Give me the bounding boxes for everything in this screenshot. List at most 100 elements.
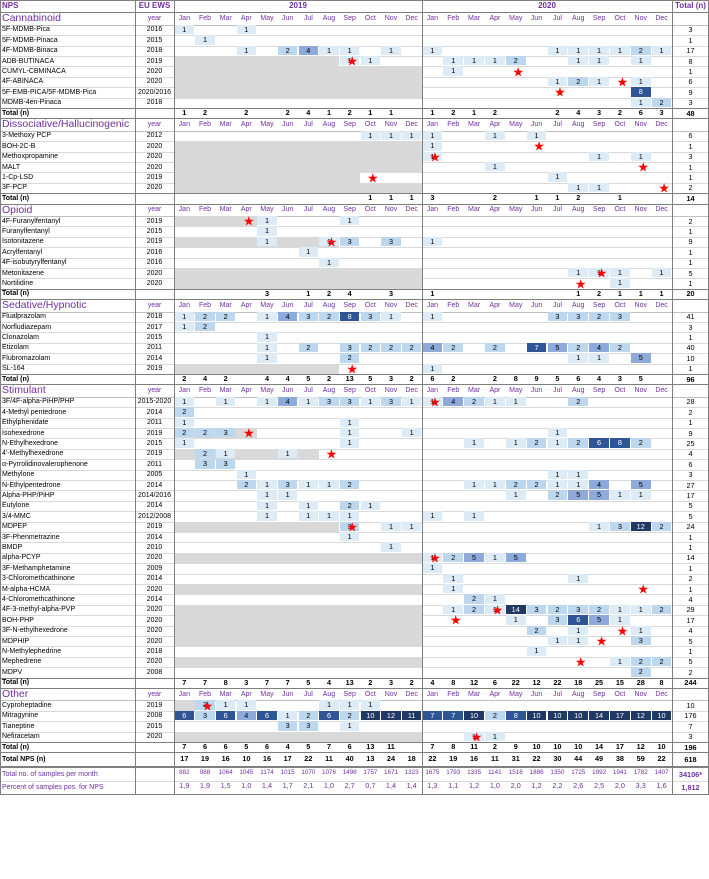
- month-value: 6: [319, 710, 339, 721]
- month-value: [216, 353, 236, 362]
- month-value: [527, 470, 547, 479]
- month-header: Nov: [384, 301, 398, 309]
- divider: [0, 97, 709, 99]
- month-value: [423, 459, 443, 468]
- month-header: Mar: [468, 301, 481, 309]
- month-header: Sep: [343, 301, 356, 309]
- month-value: [506, 636, 526, 645]
- month-value: 1: [422, 151, 443, 161]
- month-value: [257, 407, 277, 416]
- month-value: [175, 56, 195, 65]
- section-total-value: 2: [451, 108, 456, 118]
- month-value: 1: [610, 604, 630, 615]
- month-value: [319, 183, 339, 192]
- month-header: Jan: [178, 301, 190, 309]
- divider: [0, 12, 709, 14]
- month-value: [402, 407, 422, 416]
- month-value: [548, 226, 568, 235]
- month-value: [548, 131, 568, 140]
- month-value: [652, 700, 672, 709]
- month-value: [361, 438, 381, 447]
- month-value: [464, 418, 484, 427]
- month-value: [340, 574, 360, 583]
- month-value: [423, 77, 443, 86]
- divider: [0, 646, 709, 648]
- section-total-value: [652, 374, 672, 383]
- month-value: [443, 732, 463, 741]
- month-value: 4: [443, 396, 464, 407]
- month-value: 12: [630, 521, 651, 531]
- month-value: [175, 490, 195, 499]
- month-value: 1: [651, 268, 672, 278]
- substance-name: N-Methylephedrine: [2, 648, 62, 656]
- divider: [0, 742, 709, 743]
- month-value: [402, 332, 422, 341]
- month-value: [402, 511, 422, 520]
- month-value: [589, 700, 609, 709]
- month-value: [278, 322, 298, 331]
- month-value: [568, 152, 588, 161]
- month-value: [195, 131, 215, 140]
- month-value: 3: [339, 342, 360, 353]
- month-value: 4: [277, 311, 298, 321]
- month-value: [464, 584, 484, 593]
- month-value: 1: [547, 428, 568, 438]
- month-value: 5: [568, 490, 589, 500]
- month-value: [299, 77, 319, 86]
- month-value: 1: [505, 490, 526, 500]
- month-value: [568, 322, 588, 331]
- month-header: Jul: [303, 690, 313, 698]
- substance-name: 4-Methyl pentedrone: [2, 408, 67, 416]
- month-value: [485, 278, 505, 287]
- month-value: [485, 511, 505, 520]
- month-value: 8: [505, 710, 526, 721]
- month-value: [278, 364, 298, 373]
- month-value: [237, 364, 257, 373]
- month-value: [548, 152, 568, 161]
- substance-name: 4F-ABINACA: [2, 78, 44, 86]
- month-value: [506, 25, 526, 34]
- month-value: [257, 700, 277, 709]
- month-value: 1: [610, 615, 630, 625]
- month-value: 1: [485, 130, 505, 141]
- substance-name: Flubromazolam: [2, 354, 51, 362]
- month-value: [257, 584, 277, 593]
- new-substance-star-icon: ★: [595, 633, 608, 649]
- section-total-value: 2: [576, 193, 581, 203]
- section-total-value: 5: [306, 374, 311, 384]
- month-value: [589, 237, 609, 246]
- month-value: [402, 563, 422, 572]
- month-value: [402, 418, 422, 427]
- month-header: Oct: [614, 387, 626, 395]
- month-value: [527, 66, 547, 75]
- month-header: Jul: [303, 121, 313, 129]
- month-value: [319, 172, 339, 181]
- month-value: [195, 247, 215, 256]
- month-value: [319, 574, 339, 583]
- section-total-value: 4: [326, 677, 332, 687]
- section-total-value: 6: [430, 374, 435, 384]
- eu-ews-year: 2008: [146, 712, 163, 720]
- eu-ews-year: 2020: [146, 184, 163, 192]
- month-value: [319, 657, 339, 666]
- month-value: [381, 35, 401, 44]
- month-value: [568, 216, 588, 225]
- section-total-value: 2: [409, 677, 414, 687]
- samples-value: 1516: [508, 769, 523, 777]
- month-value: [299, 322, 319, 331]
- month-header: Oct: [614, 206, 626, 214]
- month-value: [216, 605, 236, 614]
- month-value: [216, 646, 236, 655]
- substance-name: Ethylphenidate: [2, 419, 49, 427]
- month-value: [485, 268, 505, 277]
- month-value: [381, 732, 401, 741]
- section-total-value: [216, 108, 236, 117]
- samples-value: 1671: [383, 769, 398, 777]
- divider: [0, 448, 709, 450]
- month-value: [402, 721, 422, 730]
- month-value: [361, 183, 381, 192]
- total-nps-value: 19: [200, 754, 210, 764]
- eu-ews-year: 2008: [146, 668, 163, 676]
- month-value: [340, 594, 360, 603]
- month-value: [340, 563, 360, 572]
